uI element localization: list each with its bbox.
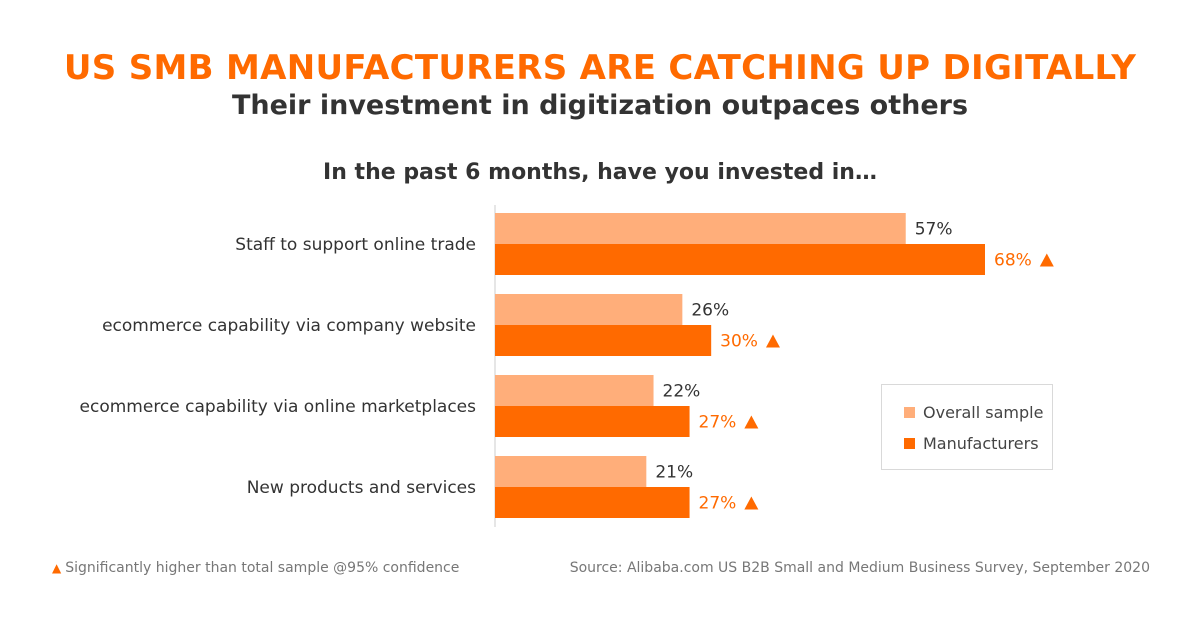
legend-swatch-overall [904, 407, 915, 418]
significance-triangle-icon [744, 415, 759, 429]
data-label-overall: 21% [655, 463, 693, 483]
legend-item-manufacturers: Manufacturers [904, 434, 1039, 453]
data-label-overall: 26% [691, 301, 729, 321]
bar-overall [495, 375, 654, 406]
category-label: New products and services [247, 478, 476, 498]
data-label-overall: 57% [915, 220, 953, 240]
significance-triangle-icon: ▲ [52, 561, 62, 575]
chart-title: US SMB MANUFACTURERS ARE CATCHING UP DIG… [63, 48, 1137, 88]
significance-triangle-icon [1039, 253, 1054, 267]
category-label: Staff to support online trade [235, 235, 476, 255]
chart-subtitle: Their investment in digitization outpace… [231, 90, 969, 121]
category-label: ecommerce capability via online marketpl… [80, 397, 477, 417]
data-label-manufacturers: 27% [699, 413, 737, 433]
data-label-overall: 22% [663, 382, 701, 402]
data-label-manufacturers: 27% [699, 494, 737, 514]
bar-manufacturers [495, 244, 985, 275]
footnote: ▲ Significantly higher than total sample … [52, 560, 459, 576]
significance-triangle-icon [765, 334, 780, 348]
bar-manufacturers [495, 487, 690, 518]
data-label-manufacturers: 68% [994, 251, 1032, 271]
survey-question: In the past 6 months, have you invested … [323, 160, 877, 185]
bar-manufacturers [495, 406, 690, 437]
source-note: Source: Alibaba.com US B2B Small and Med… [569, 560, 1150, 576]
significance-triangle-icon [744, 496, 759, 510]
footnote-text: Significantly higher than total sample @… [65, 560, 460, 576]
category-label: ecommerce capability via company website [102, 316, 476, 336]
legend-label-overall: Overall sample [923, 403, 1044, 422]
chart-legend: Overall sample Manufacturers [881, 384, 1053, 470]
bar-overall [495, 456, 647, 487]
legend-swatch-manufacturers [904, 438, 915, 449]
legend-label-manufacturers: Manufacturers [923, 434, 1039, 453]
bar-overall [495, 213, 906, 244]
bar-manufacturers [495, 325, 712, 356]
legend-item-overall: Overall sample [904, 403, 1043, 422]
data-label-manufacturers: 30% [720, 332, 758, 352]
bar-overall [495, 294, 683, 325]
